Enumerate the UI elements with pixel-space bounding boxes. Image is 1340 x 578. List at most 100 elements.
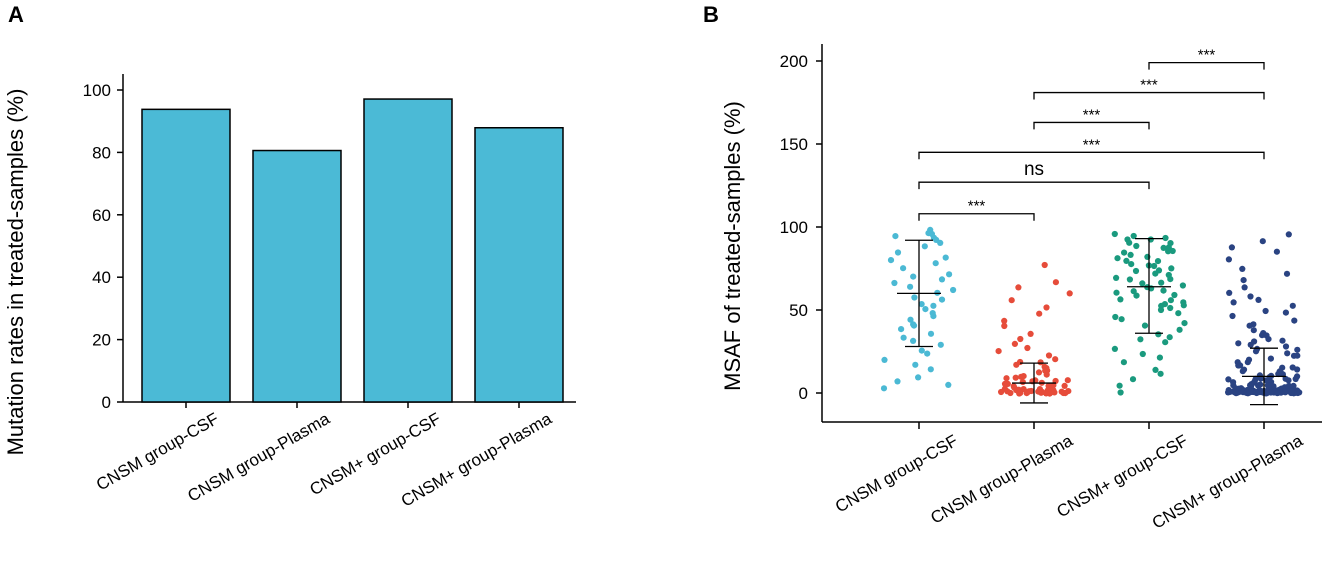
series-cnsm-group-plasma	[995, 261, 1073, 397]
data-point	[1228, 244, 1235, 251]
data-point	[1027, 330, 1034, 337]
data-point	[1015, 284, 1022, 291]
data-point	[1154, 258, 1162, 265]
data-point	[1117, 389, 1124, 396]
data-point	[1141, 322, 1149, 329]
panel-a-y-tick-label: 100	[83, 81, 111, 100]
bracket-line	[918, 151, 1265, 160]
data-point	[924, 350, 931, 357]
data-point	[1137, 336, 1144, 343]
data-point	[1167, 297, 1174, 304]
panel-a-y-axis-title: Mutation rates in treated-samples (%)	[3, 89, 28, 456]
bracket-line	[918, 213, 1035, 221]
data-point	[1265, 336, 1272, 343]
significance-bracket: ***	[1033, 106, 1150, 130]
significance-label: ns	[1024, 159, 1044, 180]
data-point	[1230, 299, 1237, 306]
data-point	[998, 388, 1005, 396]
data-point	[1127, 251, 1134, 258]
data-point	[1024, 344, 1031, 352]
data-point	[1152, 366, 1159, 373]
data-point	[1257, 381, 1264, 388]
significance-label: ***	[1198, 47, 1216, 64]
panel-letter-b: B	[703, 2, 719, 27]
bracket-line	[1033, 91, 1265, 100]
data-point	[1020, 373, 1027, 380]
data-point	[1130, 232, 1137, 240]
data-point	[1133, 292, 1140, 299]
data-point	[1255, 296, 1262, 303]
data-point	[995, 348, 1002, 355]
data-point	[887, 257, 895, 264]
data-point	[1152, 270, 1159, 277]
data-point	[1035, 388, 1042, 395]
panel-b-y-tick-label: 50	[789, 301, 808, 320]
data-point	[892, 233, 899, 240]
scatter-chart-panel-b: MSAF of treated-samples (%) 0 50 100 150 200…	[720, 44, 1322, 533]
data-point	[1157, 370, 1164, 377]
data-point	[898, 326, 905, 333]
data-point	[1052, 279, 1059, 286]
data-point	[1007, 389, 1014, 397]
data-point	[891, 279, 898, 287]
data-point	[922, 306, 929, 313]
data-point	[1226, 388, 1233, 395]
data-point	[1111, 230, 1118, 238]
data-point	[915, 374, 922, 381]
data-point	[1250, 327, 1257, 334]
data-point	[1259, 332, 1266, 339]
data-point	[1157, 306, 1165, 314]
data-point	[918, 347, 925, 354]
data-point	[1043, 304, 1050, 311]
data-point	[1043, 390, 1050, 397]
data-point	[937, 239, 944, 246]
data-point	[1001, 317, 1008, 324]
data-point	[1111, 345, 1118, 352]
panel-b-y-tick-label: 200	[780, 52, 808, 71]
bar-cnsm-group-csf	[141, 108, 231, 403]
data-point	[1289, 302, 1296, 309]
data-point	[1285, 377, 1292, 384]
data-point	[1244, 359, 1251, 366]
data-point	[910, 273, 917, 280]
data-point	[1118, 316, 1125, 323]
data-point	[918, 301, 925, 308]
bracket-line	[1148, 62, 1265, 70]
data-point	[1151, 262, 1158, 270]
data-point	[1247, 341, 1254, 348]
bar-cnsmplus-group-csf	[363, 98, 453, 403]
panel-b-y-axis-title: MSAF of treated-samples (%)	[720, 101, 745, 391]
data-point	[1294, 366, 1301, 373]
data-point	[1167, 304, 1174, 312]
significance-bracket: ***	[1148, 47, 1265, 70]
data-point	[1169, 247, 1176, 255]
data-point	[1241, 284, 1248, 291]
data-point	[1171, 291, 1178, 299]
panel-a-y-tick-label: 80	[92, 143, 111, 162]
data-point	[1156, 354, 1163, 361]
data-point	[1061, 382, 1068, 389]
data-point	[1282, 309, 1289, 316]
data-point	[1179, 282, 1186, 289]
data-point	[912, 361, 919, 368]
data-point	[1139, 350, 1146, 358]
data-point	[937, 341, 944, 348]
data-point	[1279, 337, 1286, 344]
panel-letter-a: A	[8, 2, 24, 27]
data-point	[1166, 334, 1173, 341]
data-point	[1252, 348, 1260, 355]
data-point	[1126, 276, 1133, 283]
data-point	[1011, 340, 1019, 347]
data-point	[1129, 376, 1137, 383]
data-point	[911, 294, 918, 301]
data-point	[1126, 239, 1133, 246]
data-point	[1001, 322, 1008, 330]
data-point	[880, 385, 888, 392]
data-point	[1060, 389, 1067, 397]
data-point	[1162, 234, 1169, 242]
data-point	[1274, 390, 1281, 397]
data-point	[1225, 256, 1232, 263]
data-point	[1045, 352, 1053, 359]
data-point	[1162, 339, 1169, 346]
data-point	[1175, 310, 1182, 317]
